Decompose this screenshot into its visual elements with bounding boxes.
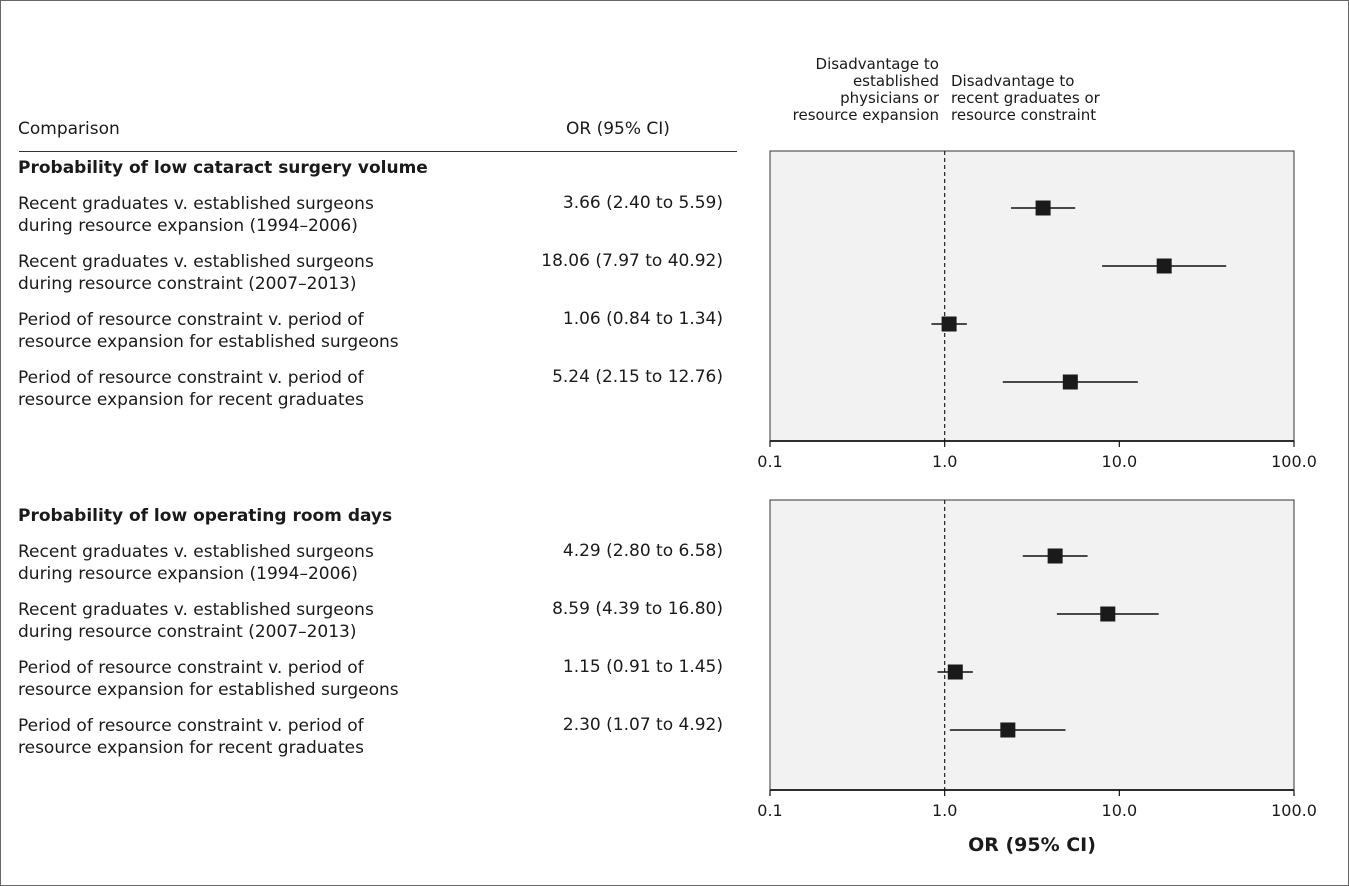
- row-label: Period of resource constraint v. period …: [18, 367, 364, 411]
- row-label: Recent graduates v. established surgeons…: [18, 599, 374, 643]
- note-left-line: physicians or: [840, 89, 939, 107]
- note-left-line: Disadvantage to: [815, 55, 939, 73]
- or-point-marker: [1000, 722, 1016, 738]
- row-label-line: Period of resource constraint v. period …: [18, 310, 364, 330]
- plot-panel-background: [769, 499, 1295, 791]
- x-tick-label: 1.0: [932, 801, 957, 820]
- x-tick-label: 0.1: [757, 452, 782, 471]
- row-label-line: resource expansion for established surge…: [18, 332, 399, 352]
- row-label-line: Period of resource constraint v. period …: [18, 716, 364, 736]
- or-ci-header: OR (95% CI): [566, 119, 670, 139]
- x-tick-label: 100.0: [1271, 452, 1317, 471]
- row-label-line: resource expansion for recent graduates: [18, 738, 364, 758]
- or-point-marker: [1100, 606, 1116, 622]
- row-label: Period of resource constraint v. period …: [18, 309, 399, 353]
- or-point-marker: [947, 664, 963, 680]
- row-label-line: resource expansion for recent graduates: [18, 390, 364, 410]
- or-point-marker: [1062, 374, 1078, 390]
- x-axis-label: OR (95% CI): [968, 834, 1096, 856]
- row-label: Period of resource constraint v. period …: [18, 715, 364, 759]
- note-right-line: Disadvantage to: [951, 72, 1075, 90]
- x-tick-label: 0.1: [757, 801, 782, 820]
- note-right-line: resource constraint: [951, 106, 1097, 124]
- row-or-value: 3.66 (2.40 to 5.59): [562, 193, 723, 213]
- or-point-marker: [1047, 548, 1063, 564]
- note-right: Disadvantage to recent graduates or reso…: [951, 73, 1100, 124]
- row-label-line: during resource constraint (2007–2013): [18, 274, 357, 294]
- row-or-value: 4.29 (2.80 to 6.58): [562, 541, 723, 561]
- row-or-value: 18.06 (7.97 to 40.92): [541, 251, 723, 271]
- row-label-line: during resource expansion (1994–2006): [18, 564, 358, 584]
- x-tick-label: 1.0: [932, 452, 957, 471]
- row-label-line: during resource expansion (1994–2006): [18, 216, 358, 236]
- row-label-line: Recent graduates v. established surgeons: [18, 600, 374, 620]
- row-label-line: Recent graduates v. established surgeons: [18, 542, 374, 562]
- row-label-line: resource expansion for established surge…: [18, 680, 399, 700]
- note-left-line: established: [852, 72, 939, 90]
- row-label: Recent graduates v. established surgeons…: [18, 193, 374, 237]
- row-or-value: 5.24 (2.15 to 12.76): [552, 367, 723, 387]
- row-label-line: Period of resource constraint v. period …: [18, 658, 364, 678]
- row-label-line: Period of resource constraint v. period …: [18, 368, 364, 388]
- row-or-value: 1.06 (0.84 to 1.34): [562, 309, 723, 329]
- or-point-marker: [1156, 258, 1172, 274]
- or-point-marker: [1035, 200, 1051, 216]
- comparison-header: Comparison: [18, 119, 120, 139]
- row-label-line: Recent graduates v. established surgeons: [18, 194, 374, 214]
- row-or-value: 1.15 (0.91 to 1.45): [562, 657, 723, 677]
- x-tick-label: 10.0: [1102, 452, 1138, 471]
- plot-panel-background: [769, 150, 1295, 442]
- row-or-value: 8.59 (4.39 to 16.80): [552, 599, 723, 619]
- section-title-operating-room: Probability of low operating room days: [18, 506, 393, 526]
- x-tick-label: 10.0: [1102, 801, 1138, 820]
- row-label-line: Recent graduates v. established surgeons: [18, 252, 374, 272]
- row-label-line: during resource constraint (2007–2013): [18, 622, 357, 642]
- row-label: Recent graduates v. established surgeons…: [18, 251, 374, 295]
- x-tick-label: 100.0: [1271, 801, 1317, 820]
- row-or-value: 2.30 (1.07 to 4.92): [562, 715, 723, 735]
- note-left: Disadvantage to established physicians o…: [761, 56, 939, 124]
- section-title-cataract: Probability of low cataract surgery volu…: [18, 158, 428, 178]
- note-left-line: resource expansion: [792, 106, 939, 124]
- note-right-line: recent graduates or: [951, 89, 1100, 107]
- header-rule: [19, 151, 737, 152]
- row-label: Recent graduates v. established surgeons…: [18, 541, 374, 585]
- or-point-marker: [941, 316, 957, 332]
- row-label: Period of resource constraint v. period …: [18, 657, 399, 701]
